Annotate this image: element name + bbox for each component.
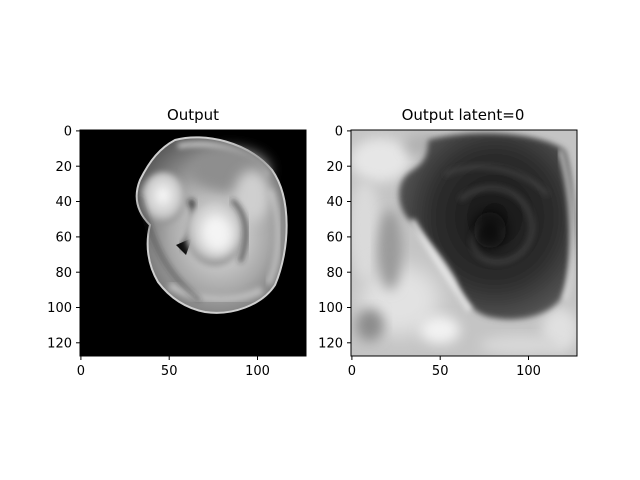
y-tick-label: 20 [55,160,72,175]
y-axis: 0 20 40 60 80 100 120 [318,125,351,351]
y-axis: 0 20 40 60 80 100 120 [47,125,80,351]
x-axis: 0 50 100 [348,356,541,379]
y-tick-label: 80 [326,266,343,281]
x-axis: 0 50 100 [77,356,270,379]
x-tick-label: 50 [161,364,178,379]
panel-output: Output [47,106,307,379]
y-tick-label: 60 [55,231,72,246]
output-image [80,130,306,356]
latent-image [351,130,577,356]
x-tick-label: 100 [245,364,270,379]
x-tick-label: 100 [516,364,541,379]
y-tick-label: 120 [47,336,72,351]
y-tick-label: 100 [318,301,343,316]
y-tick-label: 60 [326,231,343,246]
y-tick-label: 40 [55,195,72,210]
x-tick-label: 0 [77,364,85,379]
panel-output-latent: Output latent=0 [318,106,578,379]
x-tick-label: 50 [432,364,449,379]
y-tick-label: 0 [335,125,343,140]
y-tick-label: 40 [326,195,343,210]
x-tick-label: 0 [348,364,356,379]
y-tick-label: 0 [64,125,72,140]
y-tick-label: 100 [47,301,72,316]
y-tick-label: 120 [318,336,343,351]
y-tick-label: 20 [326,160,343,175]
panel-title: Output latent=0 [402,106,525,124]
panel-title: Output [167,106,219,124]
y-tick-label: 80 [55,266,72,281]
